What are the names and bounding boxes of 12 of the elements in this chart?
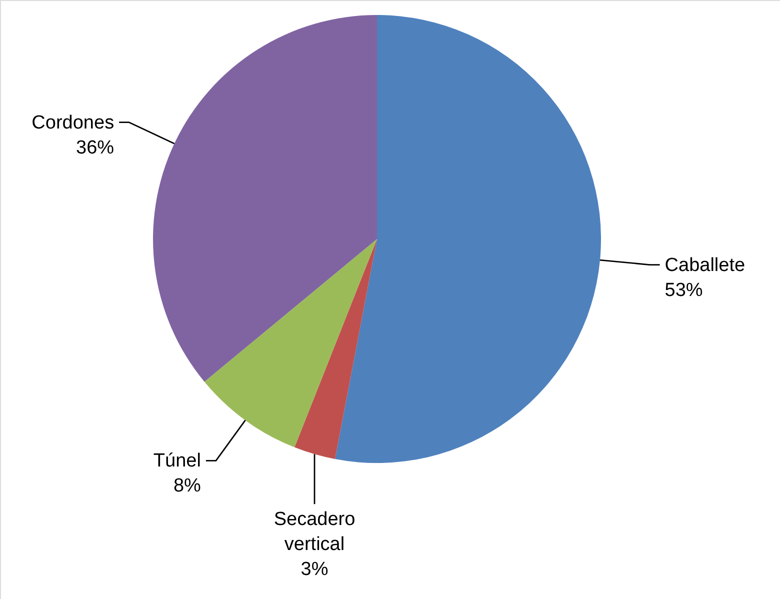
data-label: 53% — [664, 280, 703, 301]
pie-slice — [335, 15, 601, 463]
slice-label: Caballete — [664, 254, 746, 276]
pie-slice — [294, 239, 377, 460]
data-label: 36% — [76, 137, 114, 158]
slice-label: Secadero vertical — [274, 509, 356, 556]
slice-label: Túnel — [153, 450, 201, 472]
pie-slice — [204, 239, 377, 448]
data-label: 3% — [300, 559, 328, 580]
pie-slice — [153, 15, 377, 382]
slice-label: Cordones — [32, 112, 114, 134]
data-label: 8% — [173, 476, 202, 497]
